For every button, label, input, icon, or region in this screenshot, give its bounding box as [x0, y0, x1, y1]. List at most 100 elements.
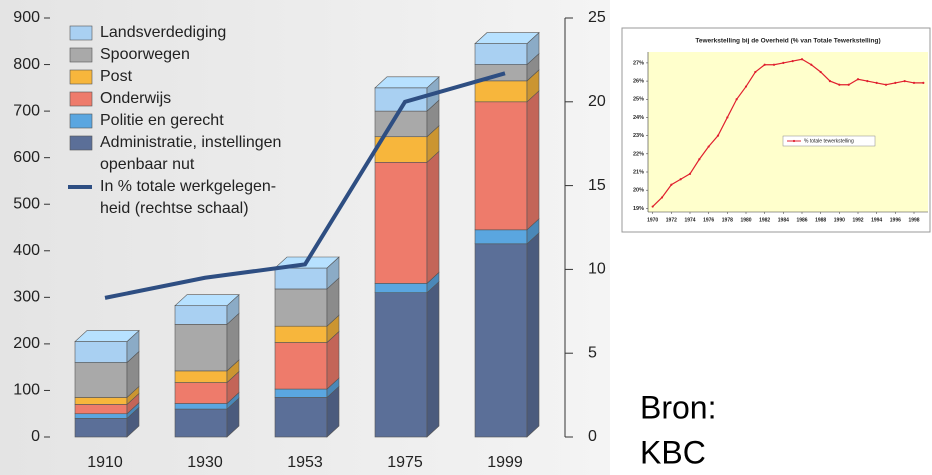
legend-swatch	[69, 113, 93, 129]
inset-x-tick-label: 1988	[815, 217, 826, 223]
x-tick-label: 1930	[187, 454, 223, 471]
inset-y-tick-label: 23%	[633, 133, 644, 139]
inset-point	[838, 83, 841, 86]
bar-segment	[174, 324, 228, 372]
inset-legend-marker	[792, 139, 796, 143]
legend-swatch	[69, 91, 93, 107]
legend-label: Onderwijs	[100, 90, 172, 107]
y-tick-label: 100	[13, 382, 40, 399]
bar-segment	[374, 110, 428, 138]
inset-legend-box	[782, 135, 876, 147]
inset-point	[903, 79, 906, 83]
inset-point	[819, 70, 822, 74]
inset-point	[744, 85, 748, 88]
source-label: Bron:	[640, 389, 716, 425]
y2-tick-label: 25	[588, 9, 606, 26]
y-tick-label: 200	[13, 335, 40, 352]
bar-segment	[174, 382, 228, 404]
bar-segment	[74, 418, 128, 438]
legend-label: Landsverdediging	[100, 24, 227, 41]
inset-legend-label: % totale tewerkstelling	[804, 138, 854, 144]
legend-swatch	[69, 135, 93, 151]
inset-x-tick-label: 1974	[684, 217, 695, 223]
inset-point	[726, 116, 729, 119]
inset-point	[670, 183, 673, 186]
inset-point	[651, 205, 654, 208]
inset-x-tick-label: 1976	[703, 217, 714, 223]
x-tick-label: 1975	[387, 454, 423, 471]
inset-point	[660, 196, 664, 199]
inset-y-tick-label: 19%	[633, 206, 644, 212]
y-tick-label: 0	[31, 428, 40, 445]
inset-x-tick-label: 1972	[666, 217, 677, 223]
bar-segment	[474, 43, 528, 65]
y2-tick-label: 15	[588, 177, 606, 194]
legend-swatch	[69, 69, 93, 85]
legend-label: Spoorwegen	[100, 46, 190, 63]
inset-line	[652, 58, 924, 207]
inset-plot	[648, 52, 928, 212]
inset-y-tick-label: 24%	[633, 115, 644, 121]
inset-point	[894, 81, 897, 85]
legend-swatch	[69, 25, 93, 41]
inset-y-tick-label: 20%	[633, 188, 644, 194]
bar-segment	[274, 388, 328, 398]
bar-segment	[374, 162, 428, 284]
y-tick-label: 300	[13, 289, 40, 306]
bar-top	[474, 32, 540, 44]
inset-x-tick-label: 1978	[722, 217, 733, 223]
bar-top	[74, 330, 140, 342]
bar-segment	[274, 325, 328, 343]
bar-segment	[174, 370, 228, 383]
inset-x-tick-label: 1990	[834, 217, 845, 223]
x-tick-label: 1953	[287, 454, 323, 471]
inset-x-tick-label: 1986	[796, 217, 807, 223]
bar-segment	[474, 229, 528, 245]
inset-point	[763, 63, 766, 66]
y2-tick-label: 20	[588, 93, 606, 110]
y2-tick-label: 10	[588, 261, 606, 278]
inset-point	[688, 172, 692, 175]
inset-point	[772, 63, 776, 66]
inset-point	[735, 98, 738, 101]
x-tick-label: 1999	[487, 454, 523, 471]
bar-segment	[74, 413, 128, 419]
bar-segment	[174, 305, 228, 325]
x-tick-label: 1910	[87, 454, 123, 471]
legend-label: Politie en gerecht	[100, 112, 224, 129]
bar-segment	[274, 397, 328, 438]
inset-point	[875, 81, 878, 85]
bar-segment	[174, 408, 228, 438]
y-tick-label: 800	[13, 56, 40, 73]
bar-segment	[374, 283, 428, 293]
legend-label: Administratie, instellingen openbaar nut	[100, 134, 282, 173]
inset-point	[800, 58, 804, 61]
bar-top	[374, 76, 440, 89]
legend-label: Post	[100, 68, 133, 85]
y-tick-label: 400	[13, 242, 40, 259]
bar-segment	[374, 292, 428, 438]
inset-point	[698, 158, 701, 161]
bar-segment	[274, 288, 328, 327]
inset-x-tick-label: 1996	[890, 217, 901, 223]
bar-segment	[74, 404, 128, 415]
inset-x-tick-label: 1970	[647, 217, 658, 223]
y-tick-label: 500	[13, 195, 40, 212]
inset-y-tick-label: 25%	[633, 97, 644, 103]
bar-segment	[474, 101, 528, 231]
legend-swatch	[69, 47, 93, 63]
inset-point	[884, 83, 888, 86]
inset-y-tick-label: 22%	[633, 151, 644, 157]
bar-segment	[74, 341, 128, 363]
source-name: KBC	[640, 434, 706, 470]
inset-point	[912, 81, 916, 85]
bar-segment	[74, 397, 128, 405]
bar-segment	[274, 342, 328, 390]
inset-point	[922, 81, 925, 85]
inset-point	[754, 70, 757, 74]
bar-segment	[174, 403, 228, 410]
line-series	[104, 71, 506, 300]
bar-segment-side	[426, 150, 440, 285]
y-tick-label: 900	[13, 9, 40, 26]
